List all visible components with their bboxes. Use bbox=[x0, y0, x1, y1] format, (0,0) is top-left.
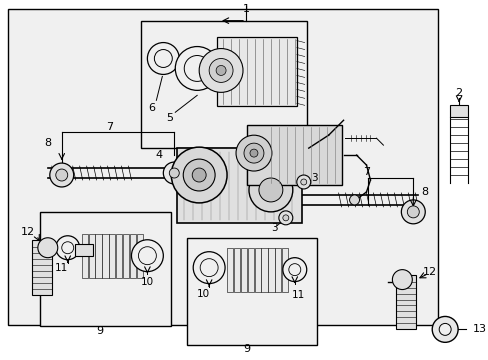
Bar bbox=[247, 248, 253, 292]
Bar bbox=[240, 248, 246, 292]
Circle shape bbox=[407, 206, 418, 218]
Text: 7: 7 bbox=[106, 122, 113, 132]
Text: 10: 10 bbox=[141, 276, 154, 287]
Bar bbox=[81, 234, 88, 278]
Circle shape bbox=[288, 264, 300, 276]
Bar bbox=[217, 37, 296, 106]
Circle shape bbox=[200, 259, 218, 276]
Circle shape bbox=[154, 50, 172, 67]
Circle shape bbox=[282, 215, 288, 221]
Text: 6: 6 bbox=[147, 103, 155, 113]
Bar bbox=[136, 234, 142, 278]
Bar bbox=[102, 234, 108, 278]
Circle shape bbox=[431, 316, 457, 342]
Bar bbox=[226, 248, 233, 292]
Circle shape bbox=[209, 58, 233, 82]
Circle shape bbox=[391, 270, 411, 289]
Circle shape bbox=[216, 66, 225, 76]
Text: 4: 4 bbox=[156, 150, 163, 160]
Circle shape bbox=[38, 238, 58, 258]
Bar bbox=[40, 212, 171, 327]
Bar bbox=[177, 148, 301, 223]
Bar bbox=[275, 248, 281, 292]
Bar bbox=[8, 9, 437, 325]
Bar bbox=[268, 248, 274, 292]
Circle shape bbox=[199, 49, 243, 93]
Circle shape bbox=[175, 46, 219, 90]
Text: 3: 3 bbox=[311, 173, 317, 183]
Text: 1: 1 bbox=[242, 4, 249, 14]
Circle shape bbox=[192, 168, 206, 182]
Bar bbox=[129, 234, 136, 278]
Text: 11: 11 bbox=[55, 263, 68, 273]
Bar bbox=[32, 240, 52, 294]
Circle shape bbox=[193, 252, 224, 284]
Circle shape bbox=[401, 200, 425, 224]
Circle shape bbox=[259, 178, 282, 202]
Text: 2: 2 bbox=[455, 88, 462, 98]
Circle shape bbox=[183, 159, 215, 191]
Circle shape bbox=[278, 211, 292, 225]
Text: 3: 3 bbox=[271, 223, 278, 233]
Text: 5: 5 bbox=[165, 113, 172, 123]
Text: 9: 9 bbox=[96, 327, 103, 336]
Text: 10: 10 bbox=[196, 288, 209, 298]
Bar bbox=[449, 105, 467, 117]
Circle shape bbox=[248, 168, 292, 212]
Circle shape bbox=[169, 168, 179, 178]
Circle shape bbox=[56, 236, 80, 260]
Circle shape bbox=[56, 169, 67, 181]
Circle shape bbox=[163, 162, 185, 184]
Text: 7: 7 bbox=[362, 167, 369, 177]
Bar bbox=[95, 234, 102, 278]
Bar bbox=[254, 248, 260, 292]
Text: 12: 12 bbox=[21, 227, 35, 237]
Circle shape bbox=[349, 195, 359, 205]
Text: 12: 12 bbox=[422, 267, 436, 276]
Circle shape bbox=[61, 242, 74, 254]
Text: 9: 9 bbox=[243, 344, 250, 354]
Circle shape bbox=[438, 323, 450, 336]
Circle shape bbox=[249, 149, 257, 157]
Text: 8: 8 bbox=[421, 187, 428, 197]
Circle shape bbox=[244, 143, 264, 163]
Bar bbox=[116, 234, 122, 278]
Text: 8: 8 bbox=[44, 138, 51, 148]
Bar bbox=[246, 125, 341, 185]
Circle shape bbox=[138, 247, 156, 265]
Bar bbox=[261, 248, 267, 292]
Bar bbox=[122, 234, 129, 278]
Bar bbox=[396, 275, 415, 329]
Circle shape bbox=[236, 135, 271, 171]
Circle shape bbox=[184, 55, 210, 81]
Circle shape bbox=[171, 147, 226, 203]
Circle shape bbox=[296, 175, 310, 189]
Circle shape bbox=[282, 258, 306, 282]
Circle shape bbox=[147, 42, 179, 75]
Text: 13: 13 bbox=[472, 324, 486, 334]
Circle shape bbox=[131, 240, 163, 272]
Bar bbox=[141, 21, 306, 148]
Text: 11: 11 bbox=[291, 289, 305, 300]
Circle shape bbox=[300, 179, 306, 185]
Bar bbox=[109, 234, 115, 278]
Bar bbox=[282, 248, 288, 292]
Bar bbox=[187, 238, 316, 345]
Bar bbox=[233, 248, 240, 292]
Circle shape bbox=[50, 163, 74, 187]
Bar bbox=[88, 234, 95, 278]
Bar bbox=[75, 244, 92, 256]
